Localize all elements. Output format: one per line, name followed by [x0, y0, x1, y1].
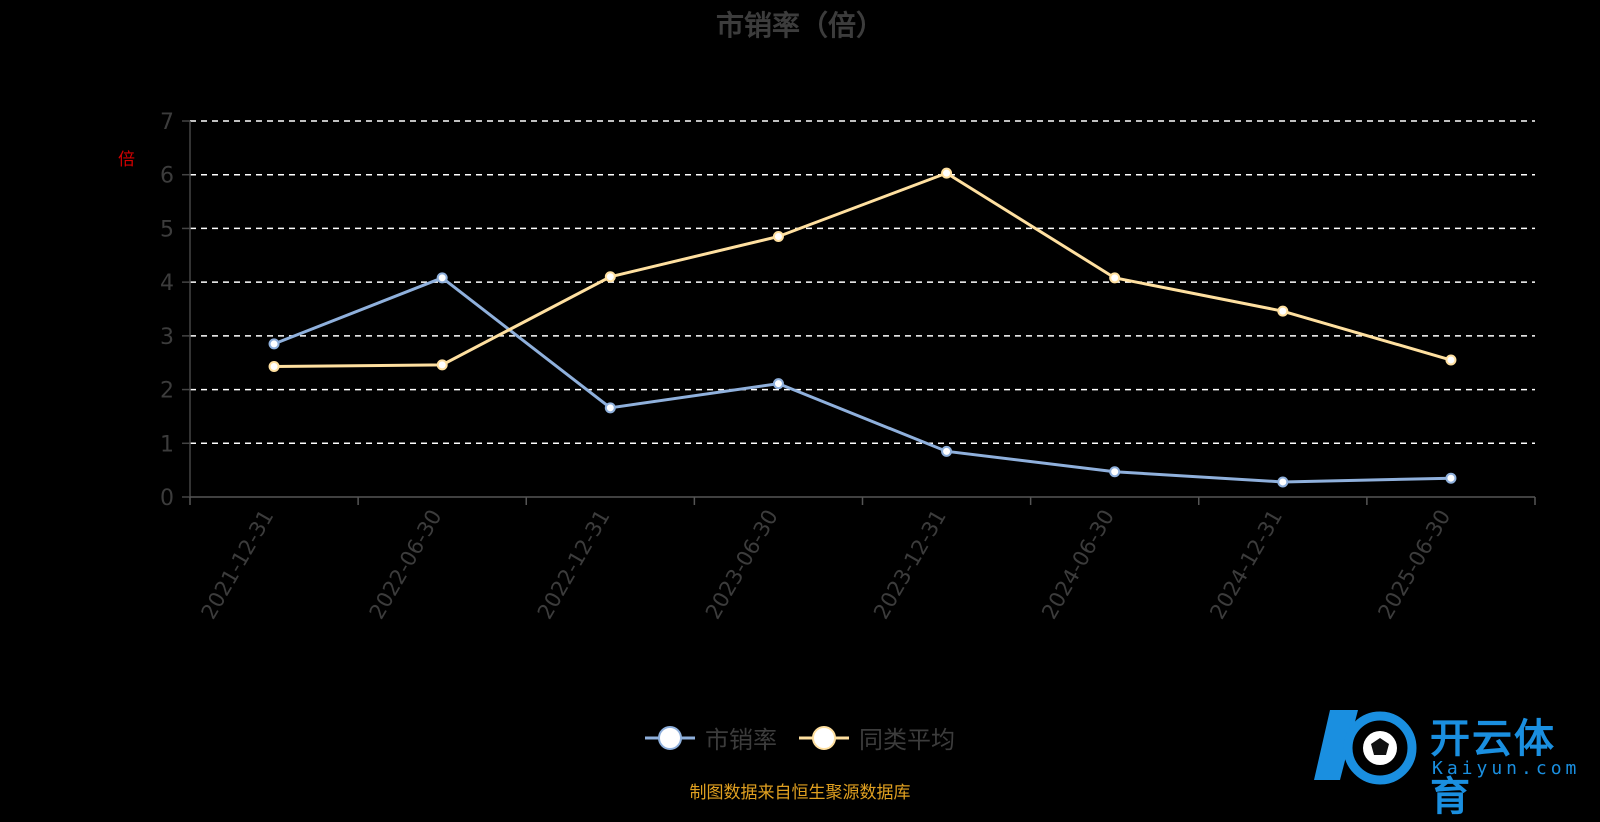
data-point — [772, 378, 784, 390]
soccer-ball-icon — [1314, 710, 1417, 785]
data-point — [941, 167, 953, 179]
data-point — [772, 230, 784, 242]
x-tick-label: 2025-06-30 — [1373, 506, 1455, 624]
x-tick-label: 2024-06-30 — [1037, 506, 1119, 624]
series-line-2 — [274, 171, 1452, 368]
data-point — [1277, 305, 1289, 317]
legend-marker-icon — [799, 725, 849, 750]
legend-marker-icon — [645, 725, 695, 750]
data-point — [1445, 472, 1457, 484]
legend-label: 市销率 — [705, 726, 777, 754]
chart-title: 市销率（倍） — [715, 9, 884, 42]
line-chart: 0 1 2 3 4 5 6 7 2021-12-31 2022-06-30 2022-12-31 20… — [160, 110, 1536, 624]
x-tick-label: 2023-06-30 — [701, 506, 783, 624]
source-note: 制图数据来自恒生聚源数据库 — [689, 783, 911, 803]
legend: 市销率 同类平均 — [0, 720, 1600, 755]
x-tick-label: 2023-12-31 — [869, 506, 951, 624]
data-point — [268, 338, 280, 350]
legend-item-series-2[interactable]: 同类平均 — [799, 720, 955, 755]
brand-logo: 开云体育 Kaiyun.com — [1310, 700, 1595, 820]
y-axis-label: 倍 — [114, 150, 134, 167]
y-tick-label: 3 — [160, 325, 174, 350]
y-tick-label: 1 — [160, 432, 174, 457]
data-point — [604, 271, 616, 283]
x-tick-label: 2022-06-30 — [365, 506, 447, 624]
y-tick-label: 6 — [160, 164, 174, 189]
y-tick-label: 2 — [160, 379, 174, 404]
x-tick-label: 2021-12-31 — [197, 506, 279, 624]
data-point — [1109, 272, 1121, 284]
data-point — [604, 402, 616, 414]
data-point — [1109, 466, 1121, 478]
x-tick-label: 2024-12-31 — [1205, 506, 1287, 624]
data-point — [436, 359, 448, 371]
legend-label: 同类平均 — [859, 726, 955, 754]
data-point — [1445, 354, 1457, 366]
data-point — [268, 360, 280, 372]
data-point — [1277, 476, 1289, 488]
x-tick-label: 2022-12-31 — [533, 506, 615, 624]
y-tick-label: 5 — [160, 217, 174, 242]
y-tick-label: 0 — [160, 486, 174, 511]
y-tick-label: 7 — [160, 110, 174, 135]
data-point — [941, 445, 953, 457]
y-tick-label: 4 — [160, 271, 174, 296]
series-line-1 — [273, 276, 1451, 484]
logo-subtext: Kaiyun.com — [1432, 758, 1581, 779]
legend-item-series-1[interactable]: 市销率 — [645, 720, 777, 755]
data-point — [436, 272, 448, 284]
